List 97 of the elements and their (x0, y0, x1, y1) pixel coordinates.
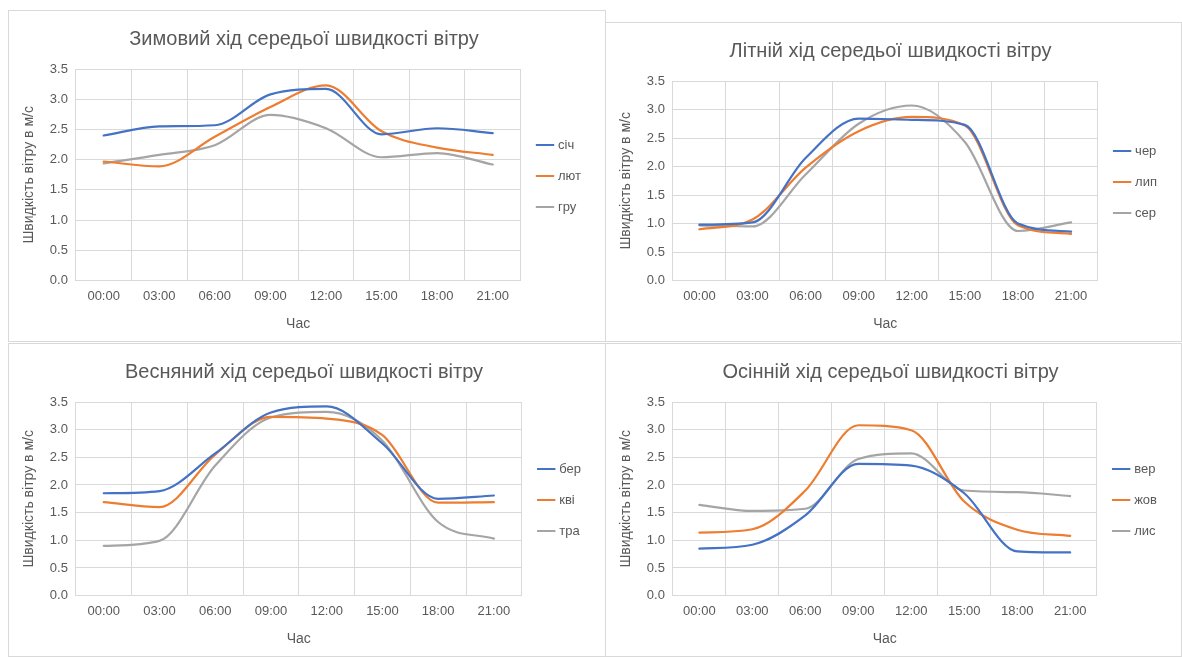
legend-label: бер (559, 460, 582, 476)
chart-title: Зимовий хід середьої швидкості вітру (129, 26, 479, 49)
x-tick-label: 12:00 (894, 602, 928, 618)
x-tick-label: 00:00 (87, 602, 121, 618)
y-tick-label: 2.0 (49, 476, 68, 492)
x-tick-label: 18:00 (1001, 287, 1035, 303)
x-tick-label: 15:00 (366, 602, 399, 618)
x-tick-label: 03:00 (736, 287, 769, 303)
x-tick-label: 00:00 (683, 602, 716, 618)
x-tick-label: 00:00 (683, 287, 716, 303)
y-tick-label: 3.0 (646, 101, 665, 117)
y-tick-label: 3.5 (49, 60, 68, 76)
y-tick-label: 0.0 (646, 272, 665, 288)
y-tick-label: 1.0 (49, 211, 68, 227)
x-tick-label: 12:00 (310, 602, 343, 618)
y-tick-label: 1.5 (49, 181, 68, 197)
y-tick-label: 1.5 (646, 504, 665, 520)
y-tick-label: 3.5 (646, 72, 665, 88)
x-tick-label: 06:00 (789, 602, 822, 618)
x-tick-label: 06:00 (198, 602, 232, 618)
x-tick-label: 00:00 (87, 287, 120, 303)
x-tick-label: 21:00 (1053, 602, 1087, 618)
y-tick-label: 0.5 (646, 243, 665, 259)
x-tick-label: 03:00 (736, 602, 769, 618)
x-tick-label: 21:00 (476, 287, 509, 303)
line-series (102, 87, 494, 137)
y-tick-label: 3.0 (646, 421, 665, 437)
y-tick-label: 2.5 (49, 448, 68, 464)
legend-label: тра (559, 522, 581, 538)
chart-title: Осінній хід середьої швидкості вітру (722, 359, 1059, 382)
y-tick-label: 3.0 (49, 90, 68, 106)
x-tick-label: 12:00 (895, 287, 929, 303)
y-tick-label: 3.5 (49, 393, 68, 409)
x-tick-label: 18:00 (421, 602, 455, 618)
line-series (102, 405, 495, 500)
x-tick-label: 09:00 (842, 287, 875, 303)
line-series (698, 452, 1072, 513)
x-tick-label: 06:00 (198, 287, 232, 303)
chart-title: Весняний хід середьої швидкості вітру (124, 359, 484, 382)
line-series (698, 462, 1072, 554)
y-tick-label: 2.0 (646, 476, 665, 492)
y-tick-label: 2.0 (49, 151, 68, 167)
line-series (698, 424, 1072, 537)
legend-label: чер (1135, 142, 1157, 158)
y-tick-label: 2.5 (646, 448, 665, 464)
x-axis-title: Час (872, 630, 897, 647)
y-tick-label: 2.0 (646, 158, 665, 174)
legend-label: лют (558, 167, 582, 183)
y-tick-label: 3.5 (646, 393, 665, 409)
y-axis-title: Швидкість вітру в м/с (20, 430, 37, 568)
y-tick-label: 3.0 (49, 421, 68, 437)
x-axis-title: Час (873, 315, 898, 332)
chart-title: Літній хід середьої швидкості вітру (729, 38, 1052, 61)
y-tick-label: 1.5 (49, 504, 68, 520)
x-tick-label: 03:00 (143, 602, 176, 618)
legend-label: лис (1134, 522, 1157, 538)
x-tick-label: 15:00 (365, 287, 398, 303)
x-tick-label: 21:00 (477, 602, 511, 618)
y-tick-label: 0.5 (646, 559, 665, 575)
x-tick-label: 15:00 (947, 602, 981, 618)
legend-label: сер (1135, 204, 1157, 220)
y-axis-title: Швидкість вітру в м/с (20, 106, 37, 244)
legend-label: вер (1134, 460, 1156, 476)
y-tick-label: 1.0 (646, 531, 665, 547)
y-tick-label: 0.0 (646, 587, 665, 603)
legend-label: лип (1135, 173, 1157, 189)
line-series (102, 415, 495, 509)
y-tick-label: 1.0 (49, 531, 68, 547)
y-tick-label: 0.5 (49, 559, 68, 575)
legend-label: січ (558, 136, 575, 152)
y-axis-title: Швидкість вітру в м/с (617, 112, 634, 250)
x-axis-title: Час (286, 630, 311, 647)
x-tick-label: 15:00 (948, 287, 982, 303)
legend-label: гру (558, 198, 577, 214)
y-axis-title: Швидкість вітру в м/с (617, 430, 634, 568)
x-tick-label: 09:00 (254, 602, 288, 618)
x-tick-label: 03:00 (142, 287, 176, 303)
y-tick-label: 0.5 (49, 241, 68, 257)
y-tick-label: 2.5 (646, 129, 665, 145)
y-tick-label: 1.5 (646, 186, 665, 202)
x-axis-title: Час (286, 315, 311, 332)
x-tick-label: 09:00 (842, 602, 875, 618)
y-tick-label: 1.0 (646, 215, 665, 231)
x-tick-label: 18:00 (420, 287, 454, 303)
x-tick-label: 12:00 (309, 287, 343, 303)
line-series (102, 113, 494, 166)
line-series (102, 410, 495, 547)
legend-label: кві (559, 491, 575, 507)
y-tick-label: 0.0 (49, 272, 68, 288)
x-tick-label: 21:00 (1054, 287, 1088, 303)
line-series (102, 84, 494, 168)
y-tick-label: 2.5 (49, 121, 68, 137)
x-tick-label: 09:00 (254, 287, 287, 303)
legend-label: жов (1134, 491, 1158, 507)
y-tick-label: 0.0 (49, 587, 68, 603)
x-tick-label: 18:00 (1000, 602, 1034, 618)
x-tick-label: 06:00 (789, 287, 822, 303)
